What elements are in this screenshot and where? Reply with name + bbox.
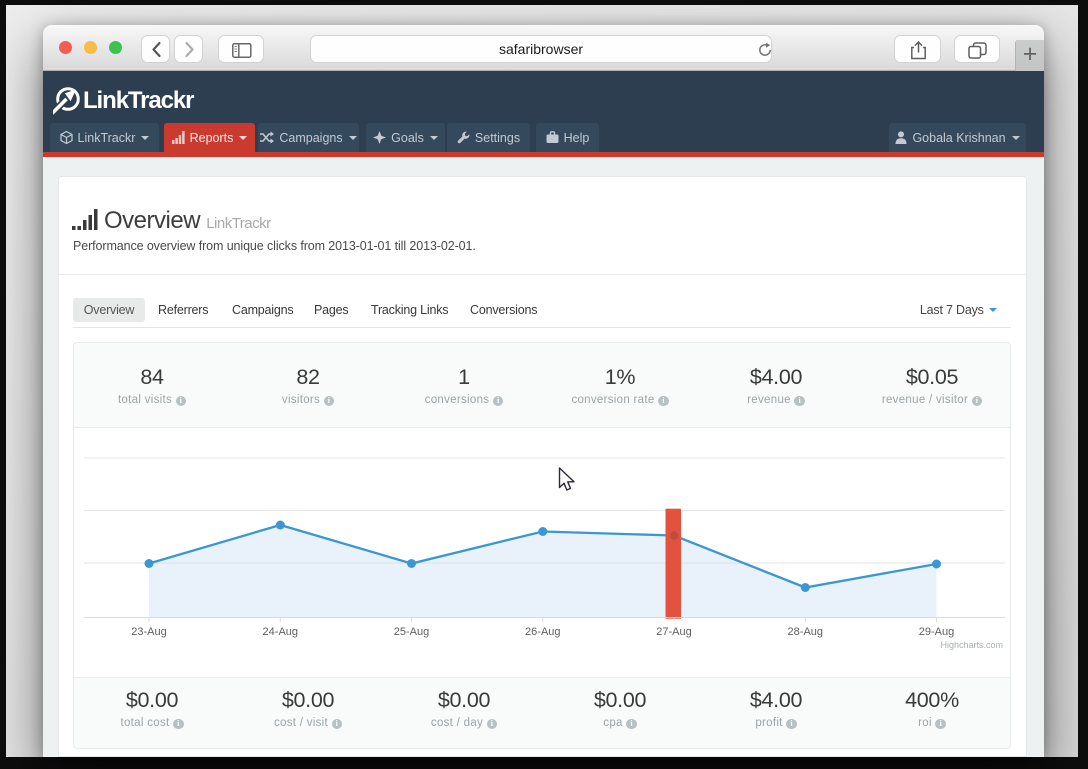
svg-text:26-Aug: 26-Aug: [525, 626, 560, 638]
svg-text:25-Aug: 25-Aug: [394, 626, 429, 638]
svg-text:Highcharts.com: Highcharts.com: [940, 640, 1003, 650]
svg-text:23-Aug: 23-Aug: [131, 626, 166, 638]
svg-text:27-Aug: 27-Aug: [656, 626, 691, 638]
svg-text:29-Aug: 29-Aug: [919, 626, 954, 638]
svg-text:24-Aug: 24-Aug: [263, 626, 298, 638]
svg-text:28-Aug: 28-Aug: [788, 626, 823, 638]
